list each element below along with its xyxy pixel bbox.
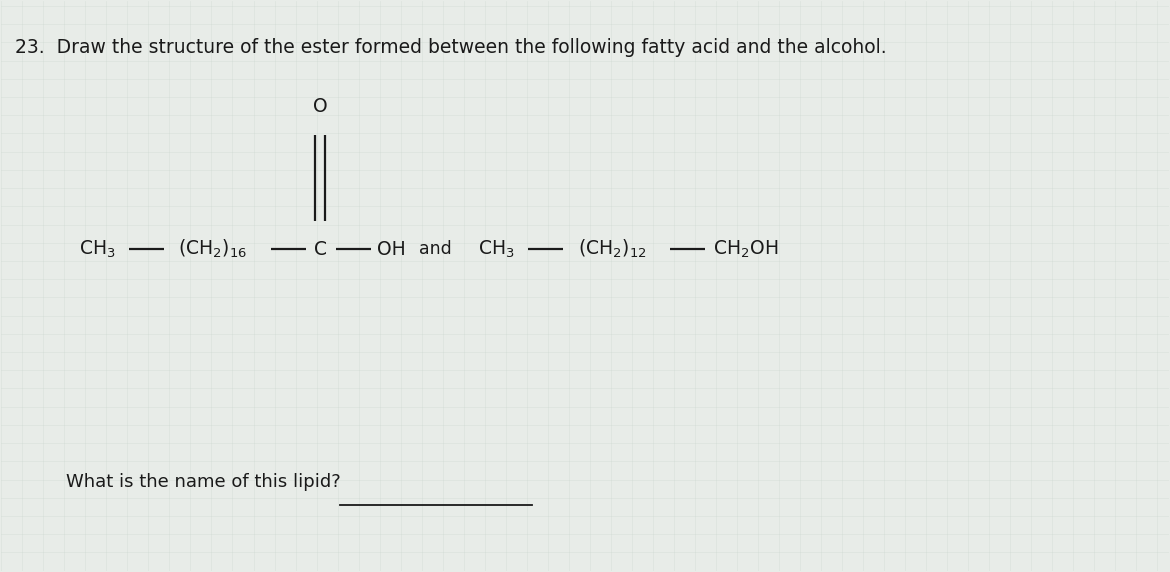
Text: C: C — [314, 240, 326, 259]
Text: (CH$_2$)$_{12}$: (CH$_2$)$_{12}$ — [578, 238, 646, 260]
Text: 23.  Draw the structure of the ester formed between the following fatty acid and: 23. Draw the structure of the ester form… — [15, 38, 887, 57]
Text: and: and — [419, 240, 452, 258]
Text: OH: OH — [377, 240, 406, 259]
Text: CH$_2$OH: CH$_2$OH — [714, 239, 779, 260]
Text: CH$_3$: CH$_3$ — [479, 239, 515, 260]
Text: CH$_3$: CH$_3$ — [78, 239, 116, 260]
Text: What is the name of this lipid?: What is the name of this lipid? — [66, 474, 340, 491]
Text: O: O — [312, 97, 328, 116]
Text: (CH$_2$)$_{16}$: (CH$_2$)$_{16}$ — [178, 238, 247, 260]
